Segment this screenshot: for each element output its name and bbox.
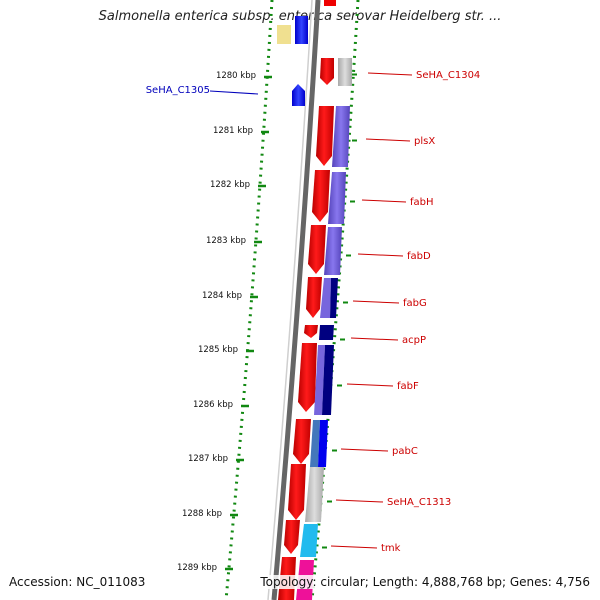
leader-line bbox=[340, 448, 389, 452]
leader-line bbox=[352, 300, 400, 304]
tick-label: 1281 kbp bbox=[213, 126, 253, 136]
tick-label: 1280 kbp bbox=[216, 71, 256, 81]
gene-fabd[interactable] bbox=[308, 225, 326, 274]
cog-plsx bbox=[332, 106, 350, 167]
dotted-ring-inner bbox=[224, 0, 274, 600]
leader-line bbox=[335, 499, 384, 503]
gene-label-seha-c1305[interactable]: SeHA_C1305 bbox=[146, 85, 210, 96]
tick-label: 1285 kbp bbox=[198, 345, 238, 355]
gene-fabf[interactable] bbox=[298, 343, 317, 412]
gene-seha-c1305[interactable] bbox=[292, 84, 305, 106]
gene-pabc[interactable] bbox=[293, 419, 311, 464]
leader-line bbox=[346, 383, 394, 387]
gene-label-pabc[interactable]: pabC bbox=[392, 446, 418, 457]
tick-label: 1286 kbp bbox=[193, 400, 233, 410]
cog-fabg-a bbox=[320, 278, 331, 318]
cog-tmk bbox=[300, 524, 318, 557]
leader-line bbox=[365, 138, 411, 142]
gene-label-fabd[interactable]: fabD bbox=[407, 251, 431, 262]
cog-pabc-a bbox=[310, 420, 320, 467]
gene-fabh[interactable] bbox=[312, 170, 330, 222]
leader-line bbox=[350, 337, 399, 341]
gene-fabg[interactable] bbox=[306, 277, 322, 318]
backbone-inner bbox=[267, 0, 313, 600]
tick-label: 1287 kbp bbox=[188, 454, 228, 464]
genome-summary: Topology: circular; Length: 4,888,768 bp… bbox=[260, 575, 590, 589]
leader-line bbox=[209, 90, 259, 95]
gene-seha-c1304[interactable] bbox=[320, 58, 334, 85]
feature-blue-top bbox=[295, 16, 308, 44]
tick-label: 1288 kbp bbox=[182, 509, 222, 519]
tick-label: 1289 kbp bbox=[177, 563, 217, 573]
gene-label-seha-c1313[interactable]: SeHA_C1313 bbox=[387, 497, 451, 508]
tick-group: 1280 kbp 1281 kbp 1282 kbp 1283 kbp 1284 kbp… bbox=[177, 71, 272, 573]
gene-labels: SeHA_C1304 plsX fabH fabD fabG acpP fabF pabC Se… bbox=[146, 70, 481, 554]
cog-acpp bbox=[319, 325, 334, 340]
gene-label-seha-c1304[interactable]: SeHA_C1304 bbox=[416, 70, 480, 81]
tick-label: 1283 kbp bbox=[206, 236, 246, 246]
cog-seha-c1313 bbox=[305, 467, 324, 522]
leader-line bbox=[330, 545, 378, 549]
gene-label-fabf[interactable]: fabF bbox=[397, 381, 419, 392]
feature-yellow bbox=[277, 25, 291, 44]
gene-plsx[interactable] bbox=[316, 106, 334, 166]
gene-label-fabg[interactable]: fabG bbox=[403, 298, 427, 309]
cog-pabc-b bbox=[318, 420, 328, 467]
cog-fabh bbox=[328, 172, 346, 224]
gene-label-tmk[interactable]: tmk bbox=[381, 543, 401, 554]
cog-fabf-a bbox=[314, 345, 325, 415]
cog-fabf-b bbox=[322, 345, 334, 415]
gene-seha-c1313[interactable] bbox=[288, 464, 306, 520]
gene-label-plsx[interactable]: plsX bbox=[414, 136, 435, 147]
tick-label: 1282 kbp bbox=[210, 180, 250, 190]
cog-seha-c1304 bbox=[338, 58, 352, 86]
accession-text: Accession: NC_011083 bbox=[9, 575, 146, 589]
dotted-ring-outer bbox=[310, 0, 360, 600]
cog-track bbox=[296, 58, 352, 600]
tick-label: 1284 kbp bbox=[202, 291, 242, 301]
backbone-outer bbox=[271, 0, 321, 600]
forward-genes bbox=[278, 58, 334, 600]
feature-red-top bbox=[324, 0, 336, 6]
gene-tmk[interactable] bbox=[284, 520, 300, 554]
gene-label-acpp[interactable]: acpP bbox=[402, 335, 426, 346]
cog-fabg-b bbox=[330, 278, 338, 318]
gene-acpp[interactable] bbox=[304, 325, 318, 338]
leader-line bbox=[361, 199, 407, 203]
gene-label-fabh[interactable]: fabH bbox=[410, 197, 434, 208]
leader-line bbox=[367, 72, 413, 76]
cog-fabd bbox=[324, 227, 342, 275]
leader-line bbox=[357, 253, 404, 257]
